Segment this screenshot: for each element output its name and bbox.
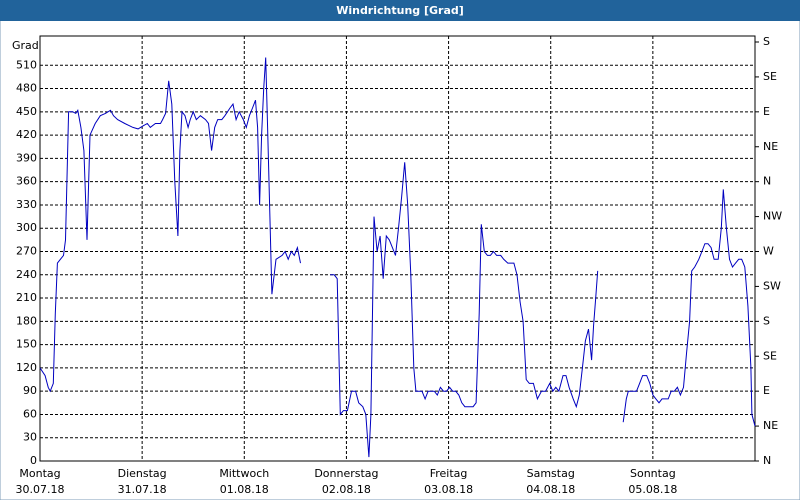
y2-tick-label: S bbox=[763, 314, 770, 327]
x-tick-label: Samstag bbox=[527, 467, 575, 480]
y2-tick-label: NE bbox=[763, 140, 778, 153]
x-tick-sublabel: 31.07.18 bbox=[118, 483, 167, 496]
x-tick-sublabel: 02.08.18 bbox=[322, 483, 371, 496]
y-tick-label: 300 bbox=[16, 221, 37, 234]
y-tick-label: 240 bbox=[16, 268, 37, 281]
x-tick-label: Donnerstag bbox=[314, 467, 378, 480]
y-tick-label: 450 bbox=[16, 105, 37, 118]
y-tick-label: 0 bbox=[30, 454, 37, 467]
y2-tick-label: E bbox=[763, 105, 770, 118]
plot-area bbox=[39, 35, 756, 462]
y2-tick-label: W bbox=[763, 245, 774, 258]
x-tick-label: Dienstag bbox=[118, 467, 167, 480]
y-tick-label: 390 bbox=[16, 151, 37, 164]
y-tick-label: 60 bbox=[23, 407, 37, 420]
y-tick-label: 330 bbox=[16, 198, 37, 211]
y-tick-label: 180 bbox=[16, 314, 37, 327]
x-tick-sublabel: 05.08.18 bbox=[628, 483, 677, 496]
y2-tick-label: S bbox=[763, 35, 770, 48]
y2-tick-label: E bbox=[763, 384, 770, 397]
y-tick-label: 270 bbox=[16, 245, 37, 258]
y-axis-label: Grad bbox=[12, 39, 39, 52]
x-tick-label: Freitag bbox=[430, 467, 468, 480]
x-tick-sublabel: 04.08.18 bbox=[526, 483, 575, 496]
y-tick-label: 420 bbox=[16, 128, 37, 141]
y-tick-label: 120 bbox=[16, 361, 37, 374]
y2-tick-label: N bbox=[763, 454, 771, 467]
y2-tick-label: SE bbox=[763, 349, 777, 362]
y-tick-label: 360 bbox=[16, 175, 37, 188]
y-tick-label: 510 bbox=[16, 58, 37, 71]
chart-title: Windrichtung [Grad] bbox=[336, 4, 464, 17]
y2-tick-label: NW bbox=[763, 210, 782, 223]
y-tick-label: 150 bbox=[16, 338, 37, 351]
x-tick-sublabel: 01.08.18 bbox=[220, 483, 269, 496]
y-tick-label: 30 bbox=[23, 431, 37, 444]
data-line bbox=[39, 57, 756, 458]
y2-tick-label: N bbox=[763, 175, 771, 188]
y2-tick-label: SE bbox=[763, 70, 777, 83]
x-tick-label: Montag bbox=[19, 467, 60, 480]
x-tick-sublabel: 30.07.18 bbox=[16, 483, 65, 496]
y-tick-label: 210 bbox=[16, 291, 37, 304]
title-bar bbox=[0, 0, 800, 21]
x-tick-label: Mittwoch bbox=[219, 467, 269, 480]
y2-tick-label: NE bbox=[763, 419, 778, 432]
x-tick-sublabel: 03.08.18 bbox=[424, 483, 473, 496]
y-tick-label: 480 bbox=[16, 82, 37, 95]
y2-tick-label: SW bbox=[763, 279, 781, 292]
y-tick-label: 90 bbox=[23, 384, 37, 397]
x-tick-label: Sonntag bbox=[630, 467, 676, 480]
